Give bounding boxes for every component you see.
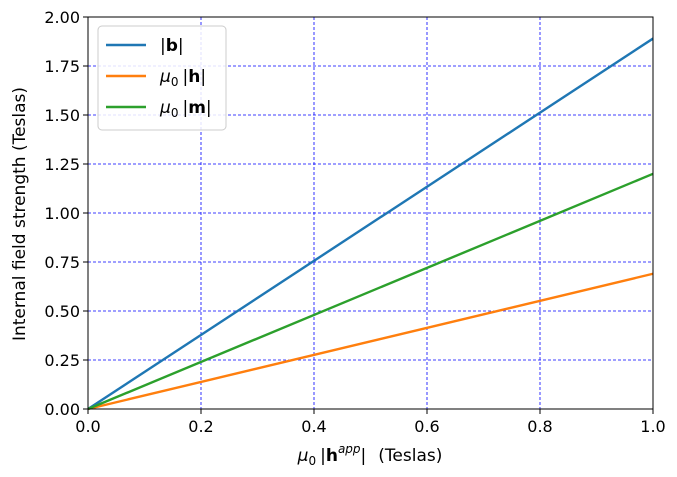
y-tick-label: 0.25 [44, 351, 80, 370]
series-line-1 [87, 272, 654, 411]
y-tick-label: 0.50 [44, 302, 80, 321]
grid [87, 16, 654, 410]
x-tick-label: 0.6 [414, 417, 439, 436]
legend-label-1: μ0 |h| [159, 67, 206, 89]
y-tick-label: 0.75 [44, 253, 80, 272]
x-tick-label: 0.2 [188, 417, 213, 436]
legend-label-0: |b| [160, 36, 184, 56]
legend: |b| μ0 |h| μ0 |m| [97, 25, 227, 131]
y-tick-label: 1.00 [44, 204, 80, 223]
y-tick-label: 1.75 [44, 57, 80, 76]
y-axis-title: Internal field strength (Teslas) [10, 87, 30, 341]
legend-box [97, 25, 227, 131]
legend-label-2: μ0 |m| [159, 98, 212, 120]
x-tick-label: 0.4 [301, 417, 326, 436]
x-tick-label: 1.0 [640, 417, 665, 436]
y-tick-label: 1.50 [44, 106, 80, 125]
ticks: 0.0 0.2 0.4 0.6 0.8 1.0 0.00 0.25 0.50 0.75 1.00 1.… [44, 8, 665, 436]
series-line-0 [87, 37, 654, 411]
y-tick-label: 1.25 [44, 155, 80, 174]
y-tick-label: 2.00 [44, 8, 80, 27]
series-line-2 [87, 172, 654, 411]
series-lines [87, 37, 654, 411]
x-tick-label: 0.8 [527, 417, 552, 436]
y-tick-label: 0.00 [44, 400, 80, 419]
x-tick-label: 0.0 [75, 417, 100, 436]
x-axis-title: μ0 |happ| (Teslas) [297, 442, 443, 468]
